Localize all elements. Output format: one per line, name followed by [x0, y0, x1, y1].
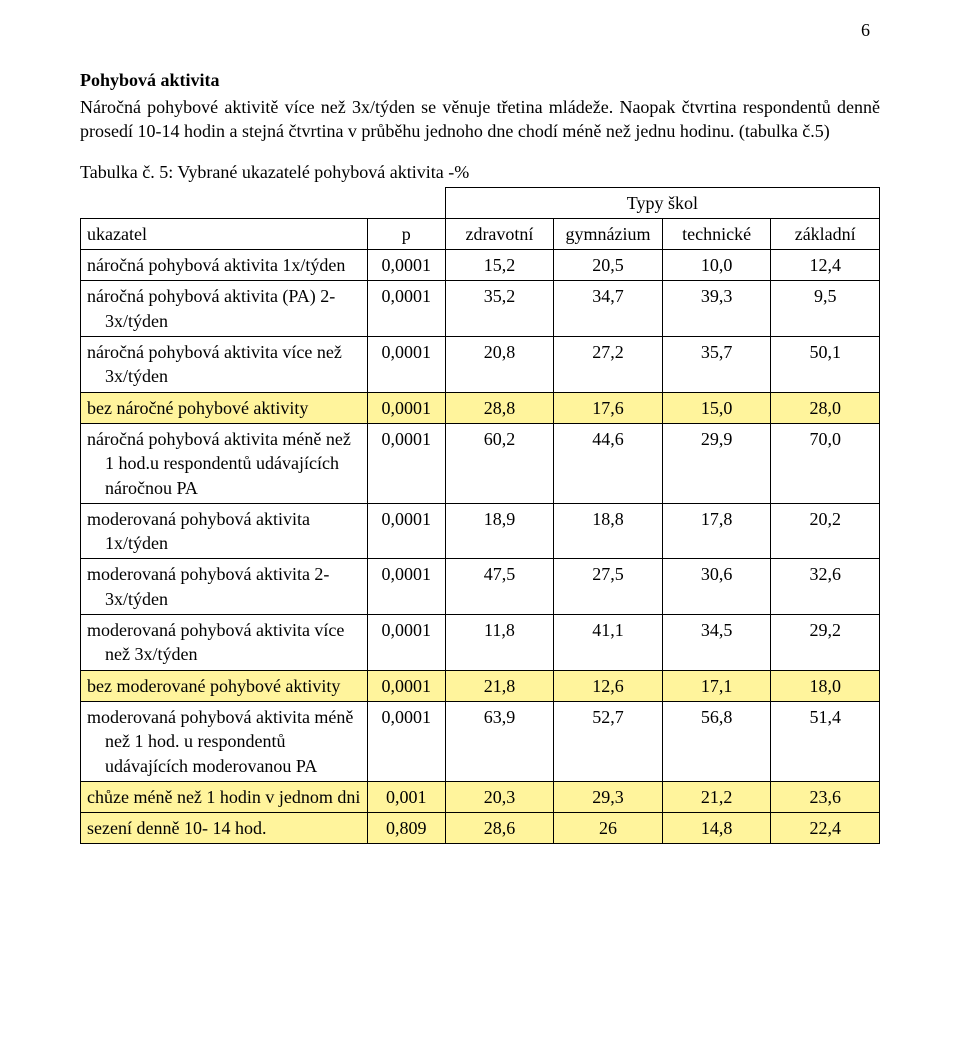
row-value: 27,5	[554, 559, 663, 615]
row-p-value: 0,0001	[367, 559, 445, 615]
row-label: chůze méně než 1 hodin v jednom dni	[81, 781, 368, 812]
row-p-value: 0,001	[367, 781, 445, 812]
row-value: 9,5	[771, 281, 880, 337]
table-row: bez moderované pohybové aktivity0,000121…	[81, 670, 880, 701]
row-value: 26	[554, 813, 663, 844]
row-label: moderovaná pohybová aktivita 1x/týden	[81, 503, 368, 559]
table-row: moderovaná pohybová aktivita méně než 1 …	[81, 701, 880, 781]
intro-paragraph: Náročná pohybové aktivitě více než 3x/tý…	[80, 95, 880, 144]
row-label: bez náročné pohybové aktivity	[81, 392, 368, 423]
row-value: 17,6	[554, 392, 663, 423]
row-label: náročná pohybová aktivita méně než 1 hod…	[81, 423, 368, 503]
page: 6 Pohybová aktivita Náročná pohybové akt…	[0, 0, 960, 1055]
row-p-value: 0,0001	[367, 337, 445, 393]
row-value: 52,7	[554, 701, 663, 781]
header-school-2: technické	[662, 218, 771, 249]
row-p-value: 0,0001	[367, 250, 445, 281]
row-value: 50,1	[771, 337, 880, 393]
row-value: 27,2	[554, 337, 663, 393]
row-value: 35,2	[445, 281, 554, 337]
row-p-value: 0,0001	[367, 615, 445, 671]
table-row: náročná pohybová aktivita méně než 1 hod…	[81, 423, 880, 503]
row-value: 18,0	[771, 670, 880, 701]
row-value: 34,7	[554, 281, 663, 337]
table-row: náročná pohybová aktivita 1x/týden0,0001…	[81, 250, 880, 281]
table-row: chůze méně než 1 hodin v jednom dni0,001…	[81, 781, 880, 812]
row-value: 39,3	[662, 281, 771, 337]
row-value: 63,9	[445, 701, 554, 781]
row-value: 29,3	[554, 781, 663, 812]
row-value: 18,8	[554, 503, 663, 559]
table-row: bez náročné pohybové aktivity0,000128,81…	[81, 392, 880, 423]
row-value: 41,1	[554, 615, 663, 671]
row-label: náročná pohybová aktivita (PA) 2-3x/týde…	[81, 281, 368, 337]
row-label: sezení denně 10- 14 hod.	[81, 813, 368, 844]
row-p-value: 0,0001	[367, 281, 445, 337]
row-value: 28,8	[445, 392, 554, 423]
data-table: Typy škol ukazatelpzdravotnígymnáziumtech…	[80, 187, 880, 845]
header-types-label: Typy škol	[445, 187, 879, 218]
row-value: 12,4	[771, 250, 880, 281]
row-value: 20,8	[445, 337, 554, 393]
header-blank-cell	[81, 187, 446, 218]
row-p-value: 0,809	[367, 813, 445, 844]
row-value: 11,8	[445, 615, 554, 671]
row-value: 56,8	[662, 701, 771, 781]
row-value: 29,9	[662, 423, 771, 503]
row-label: moderovaná pohybová aktivita méně než 1 …	[81, 701, 368, 781]
row-value: 29,2	[771, 615, 880, 671]
page-number: 6	[861, 20, 870, 41]
table-row: moderovaná pohybová aktivita více než 3x…	[81, 615, 880, 671]
row-p-value: 0,0001	[367, 670, 445, 701]
row-value: 35,7	[662, 337, 771, 393]
row-value: 28,6	[445, 813, 554, 844]
row-value: 17,8	[662, 503, 771, 559]
row-label: bez moderované pohybové aktivity	[81, 670, 368, 701]
row-value: 32,6	[771, 559, 880, 615]
row-value: 22,4	[771, 813, 880, 844]
row-value: 20,3	[445, 781, 554, 812]
table-caption: Tabulka č. 5: Vybrané ukazatelé pohybová…	[80, 162, 880, 183]
table-row: náročná pohybová aktivita (PA) 2-3x/týde…	[81, 281, 880, 337]
row-value: 23,6	[771, 781, 880, 812]
row-value: 10,0	[662, 250, 771, 281]
row-value: 20,2	[771, 503, 880, 559]
row-value: 18,9	[445, 503, 554, 559]
row-p-value: 0,0001	[367, 392, 445, 423]
row-value: 15,2	[445, 250, 554, 281]
header-p-label: p	[367, 218, 445, 249]
row-value: 34,5	[662, 615, 771, 671]
table-row: moderovaná pohybová aktivita 1x/týden0,0…	[81, 503, 880, 559]
header-school-3: základní	[771, 218, 880, 249]
row-label: moderovaná pohybová aktivita 2-3x/týden	[81, 559, 368, 615]
row-value: 20,5	[554, 250, 663, 281]
row-value: 21,8	[445, 670, 554, 701]
row-label: náročná pohybová aktivita 1x/týden	[81, 250, 368, 281]
row-p-value: 0,0001	[367, 701, 445, 781]
table-row: moderovaná pohybová aktivita 2-3x/týden0…	[81, 559, 880, 615]
row-p-value: 0,0001	[367, 503, 445, 559]
row-value: 21,2	[662, 781, 771, 812]
table-row: sezení denně 10- 14 hod.0,80928,62614,82…	[81, 813, 880, 844]
row-value: 44,6	[554, 423, 663, 503]
row-p-value: 0,0001	[367, 423, 445, 503]
row-label: náročná pohybová aktivita více než 3x/tý…	[81, 337, 368, 393]
row-value: 70,0	[771, 423, 880, 503]
row-value: 17,1	[662, 670, 771, 701]
header-school-0: zdravotní	[445, 218, 554, 249]
row-label: moderovaná pohybová aktivita více než 3x…	[81, 615, 368, 671]
row-value: 12,6	[554, 670, 663, 701]
row-value: 14,8	[662, 813, 771, 844]
row-value: 28,0	[771, 392, 880, 423]
table-row: náročná pohybová aktivita více než 3x/tý…	[81, 337, 880, 393]
row-value: 30,6	[662, 559, 771, 615]
header-school-1: gymnázium	[554, 218, 663, 249]
row-value: 15,0	[662, 392, 771, 423]
row-value: 60,2	[445, 423, 554, 503]
row-value: 47,5	[445, 559, 554, 615]
row-value: 51,4	[771, 701, 880, 781]
header-indicator-label: ukazatel	[81, 218, 368, 249]
section-title: Pohybová aktivita	[80, 70, 880, 91]
